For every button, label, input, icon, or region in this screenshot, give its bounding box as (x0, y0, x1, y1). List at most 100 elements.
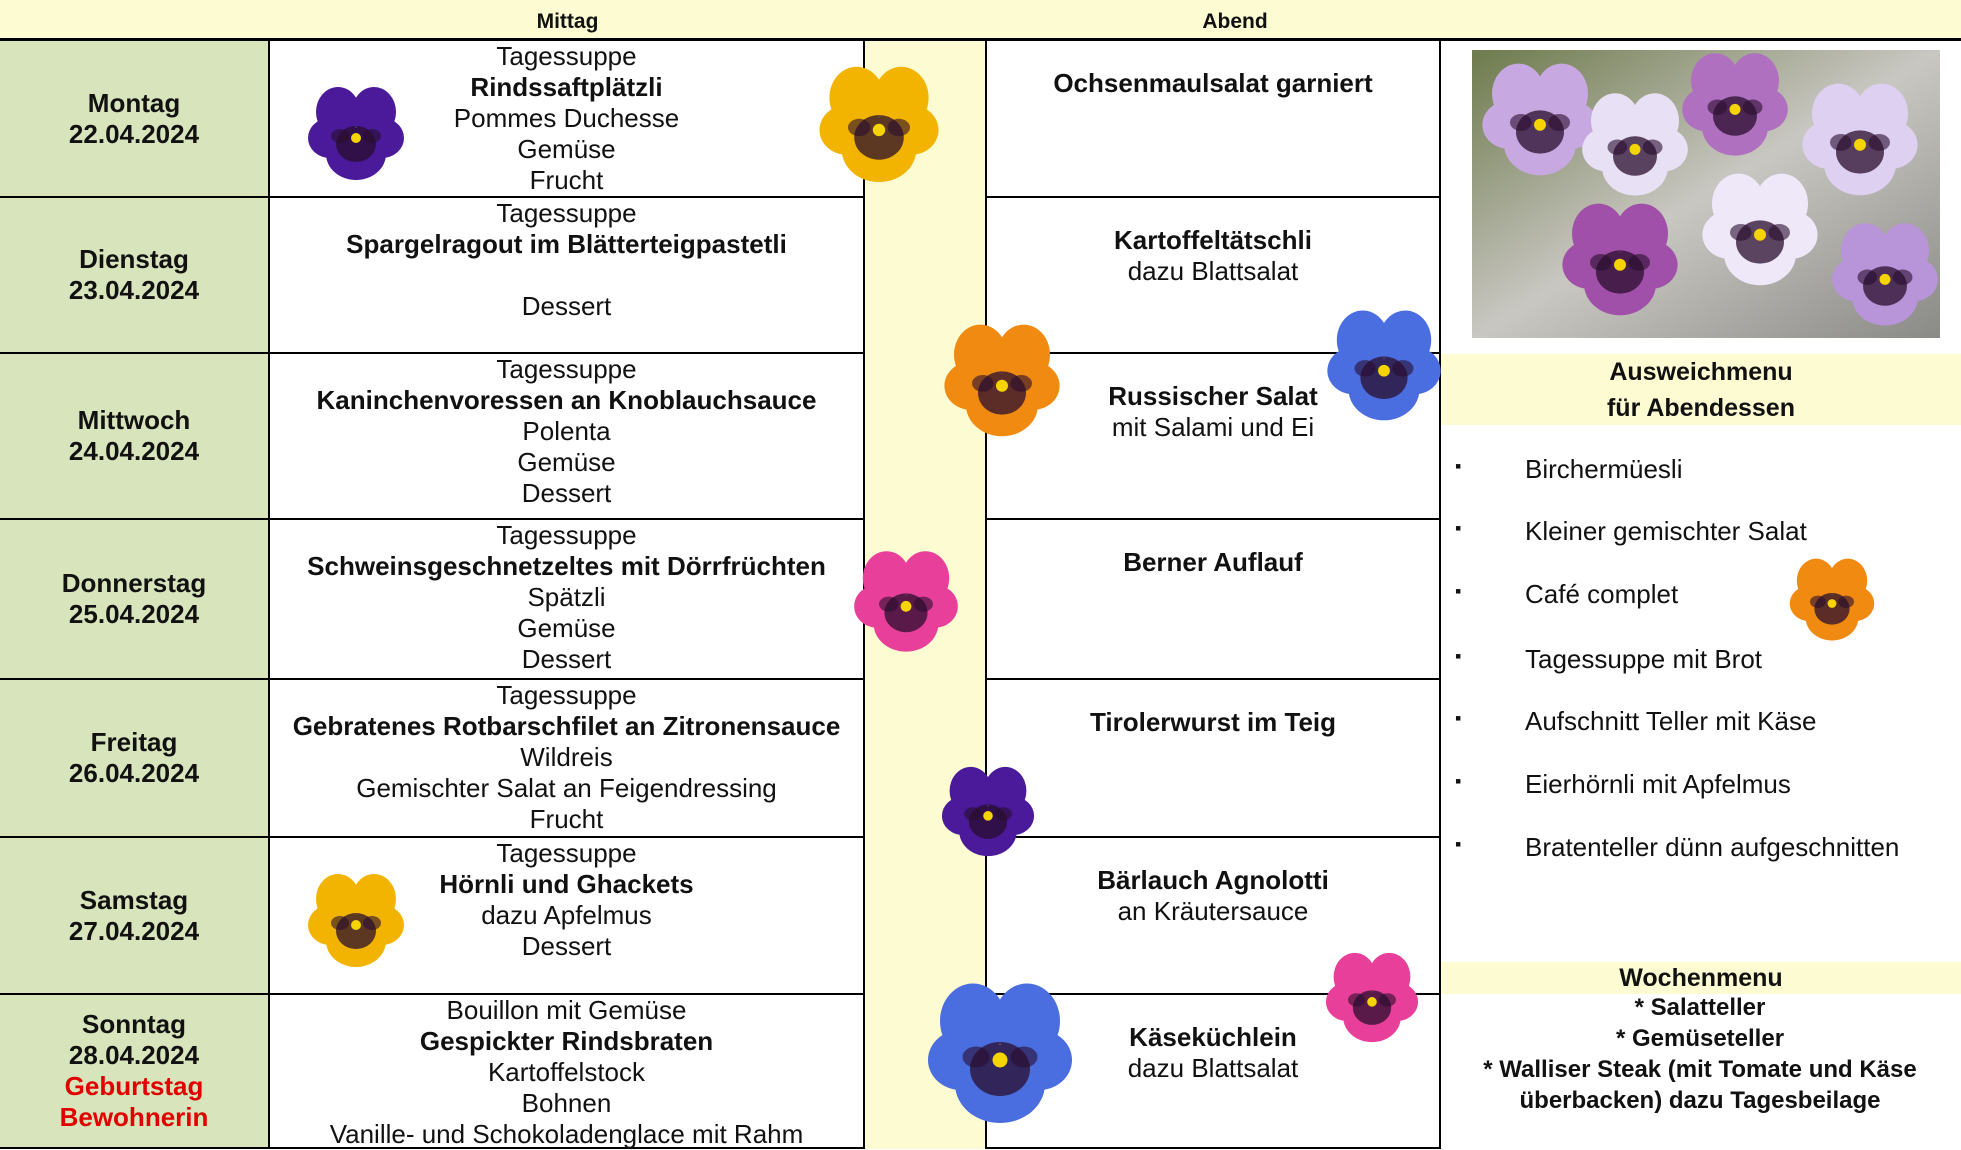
day-note: Geburtstag (64, 1071, 204, 1101)
dinner-item: dazu Blattsalat (1127, 256, 1299, 286)
lunch-item: Rindssaftplätzli (470, 72, 663, 102)
bullet: ▪ (1455, 646, 1462, 666)
lunch-item: Spätzli (527, 582, 606, 612)
day-date: 24.04.2024 (68, 436, 200, 466)
day-name: Freitag (90, 727, 178, 757)
day-name: Samstag (79, 884, 189, 915)
bullet: ▪ (1455, 581, 1462, 601)
lunch-cell: Tagessuppe Hörnli und Ghackets dazu Apfelm… (270, 838, 865, 995)
lunch-cell: Tagessuppe Schweinsgeschnetzeltes mit Dör… (270, 520, 865, 680)
day-name: Mittwoch (77, 405, 191, 435)
bullet: ▪ (1455, 518, 1462, 538)
dinner-item: Ochsenmaulsalat garniert (1053, 68, 1373, 98)
header-band (0, 0, 1961, 41)
lunch-item: Dessert (521, 291, 612, 321)
lunch-item: Frucht (529, 165, 604, 195)
day-name: Montag (87, 87, 181, 118)
dinner-item: an Kräutersauce (1117, 896, 1309, 926)
lunch-item: Polenta (522, 416, 611, 446)
lunch-item: dazu Apfelmus (481, 900, 652, 930)
dinner-item: Berner Auflauf (1123, 547, 1303, 577)
header-lunch: Mittag (536, 10, 599, 33)
lunch-item: Hörnli und Ghackets (439, 869, 694, 899)
dinner-cell: Kartoffeltätschli dazu Blattsalat (985, 198, 1441, 354)
lunch-item: Gebratenes Rotbarschfilet an Zitronensau… (292, 711, 841, 741)
day-cell: Donnerstag 25.04.2024 (0, 520, 270, 680)
alt-item-text: Birchermüesli (1525, 454, 1683, 484)
day-date: 25.04.2024 (68, 599, 200, 629)
lunch-item: Schweinsgeschnetzeltes mit Dörrfrüchten (307, 551, 826, 581)
lunch-item: Gespickter Rindsbraten (419, 1026, 714, 1056)
lunch-item: Dessert (521, 931, 612, 961)
lunch-item: Gemüse (517, 613, 616, 643)
dinner-cell: Tirolerwurst im Teig (985, 680, 1441, 838)
lunch-item: Bouillon mit Gemüse (446, 995, 687, 1025)
alt-item-text: Bratenteller dünn aufgeschnitten (1525, 832, 1900, 862)
day-date: 27.04.2024 (68, 915, 200, 946)
alt-item: ▪ Aufschnitt Teller mit Käse (1455, 706, 1955, 738)
lunch-item: Tagessuppe (496, 354, 637, 384)
alt-menu-title: Ausweichmenu für Abendessen (1441, 354, 1961, 425)
alt-item: ▪ Tagessuppe mit Brot (1455, 644, 1955, 676)
lunch-cell: Tagessuppe Gebratenes Rotbarschfilet an Z… (270, 680, 865, 838)
day-date: 22.04.2024 (68, 118, 200, 149)
bullet: ▪ (1455, 456, 1462, 476)
dinner-item: Russischer Salat (1108, 381, 1318, 411)
header-dinner: Abend (1202, 10, 1268, 33)
alt-item: ▪ Bratenteller dünn aufgeschnitten (1455, 832, 1955, 864)
dinner-item: Tirolerwurst im Teig (1089, 707, 1337, 737)
alt-item: ▪ Kleiner gemischter Salat (1455, 516, 1955, 548)
lunch-item: Gemüse (517, 447, 616, 477)
day-cell: Mittwoch 24.04.2024 (0, 354, 270, 520)
bullet: ▪ (1455, 834, 1462, 854)
day-cell: Samstag 27.04.2024 (0, 838, 270, 995)
lunch-item: Wildreis (520, 742, 613, 772)
alt-item-text: Kleiner gemischter Salat (1525, 516, 1807, 546)
dinner-cell: Bärlauch Agnolotti an Kräutersauce (985, 838, 1441, 995)
alt-title-line: Ausweichmenu (1609, 358, 1793, 386)
lunch-item: Vanille- und Schokoladenglace mit Rahm (329, 1119, 804, 1149)
lunch-item: Dessert (521, 478, 612, 508)
dinner-item: mit Salami und Ei (1111, 412, 1315, 442)
lunch-item: Spargelragout im Blätterteigpastetli (346, 229, 787, 259)
photo (1472, 50, 1940, 338)
photo-flowers (1482, 53, 1938, 326)
alt-item-text: Café complet (1525, 579, 1679, 609)
dinner-cell: Käseküchlein dazu Blattsalat (985, 995, 1441, 1149)
lunch-item: Tagessuppe (496, 838, 637, 868)
lunch-cell: Tagessuppe Spargelragout im Blätterteigpa… (270, 198, 865, 354)
weekly-item: * Walliser Steak (mit Tomate und Käse üb… (1483, 1056, 1917, 1114)
lunch-cell: Tagessuppe Rindssaftplätzli Pommes Duchess… (270, 41, 865, 198)
lunch-item: Tagessuppe (496, 520, 637, 550)
lunch-item: Tagessuppe (496, 198, 637, 228)
lunch-item: Frucht (529, 804, 604, 834)
lunch-item: Tagessuppe (496, 680, 637, 710)
day-name: Dienstag (79, 244, 189, 274)
lunch-item: Pommes Duchesse (453, 103, 680, 133)
lunch-cell: Bouillon mit Gemüse Gespickter Rindsbrate… (270, 995, 865, 1149)
weekly-menu-title: Wochenmenu (1441, 962, 1961, 994)
bullet: ▪ (1455, 708, 1462, 728)
dinner-item: Bärlauch Agnolotti (1097, 865, 1329, 895)
day-date: 26.04.2024 (68, 758, 200, 788)
lunch-item: Kaninchenvoressen an Knoblauchsauce (316, 385, 817, 415)
alt-item-text: Eierhörnli mit Apfelmus (1525, 769, 1791, 799)
day-cell: Montag 22.04.2024 (0, 41, 270, 198)
alt-item-text: Tagessuppe mit Brot (1525, 644, 1763, 674)
gap-column (865, 41, 985, 1149)
day-name: Donnerstag (61, 568, 207, 598)
dinner-cell: Ochsenmaulsalat garniert (985, 41, 1441, 198)
lunch-item: Dessert (521, 644, 612, 674)
dinner-item: Käseküchlein (1129, 1022, 1297, 1052)
lunch-item: Kartoffelstock (487, 1057, 646, 1087)
weekly-menu-list: * Salatteller * Gemüseteller * Walliser St… (1460, 992, 1940, 1116)
alt-item: ▪ Eierhörnli mit Apfelmus (1455, 769, 1955, 801)
day-cell: Sonntag 28.04.2024 Geburtstag Bewohnerin (0, 995, 270, 1149)
dinner-cell: Berner Auflauf (985, 520, 1441, 680)
day-cell: Dienstag 23.04.2024 (0, 198, 270, 354)
alt-item-text: Aufschnitt Teller mit Käse (1525, 706, 1817, 736)
lunch-item: Tagessuppe (496, 41, 637, 71)
lunch-item: Bohnen (521, 1088, 612, 1118)
alt-item: ▪ Birchermüesli (1455, 454, 1955, 486)
